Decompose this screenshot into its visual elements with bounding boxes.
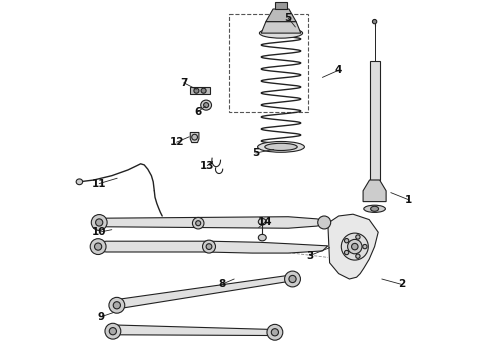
Polygon shape (369, 61, 380, 180)
Circle shape (267, 324, 283, 340)
Polygon shape (99, 217, 328, 228)
Text: 10: 10 (92, 227, 106, 237)
Circle shape (372, 19, 377, 24)
Text: 5: 5 (252, 148, 259, 158)
Circle shape (318, 216, 331, 229)
Ellipse shape (259, 28, 303, 38)
Text: 2: 2 (398, 279, 405, 289)
Ellipse shape (347, 239, 362, 254)
Circle shape (201, 88, 206, 93)
Polygon shape (274, 2, 288, 9)
Polygon shape (108, 325, 279, 336)
Circle shape (109, 297, 125, 313)
Circle shape (105, 323, 121, 339)
Circle shape (91, 215, 107, 230)
Circle shape (344, 250, 349, 255)
Polygon shape (112, 275, 297, 308)
Ellipse shape (370, 206, 379, 211)
Polygon shape (328, 214, 378, 279)
Circle shape (271, 329, 278, 336)
Polygon shape (190, 132, 199, 143)
Polygon shape (98, 241, 328, 253)
Circle shape (363, 244, 367, 249)
Circle shape (90, 239, 106, 255)
Ellipse shape (258, 141, 304, 152)
Circle shape (289, 275, 296, 283)
Text: 9: 9 (98, 312, 104, 322)
Ellipse shape (76, 179, 83, 185)
Polygon shape (266, 9, 296, 22)
Polygon shape (190, 87, 210, 94)
Ellipse shape (201, 100, 212, 110)
Ellipse shape (258, 219, 266, 225)
Text: 3: 3 (306, 251, 314, 261)
Circle shape (193, 217, 204, 229)
Text: 6: 6 (195, 107, 202, 117)
Polygon shape (363, 180, 386, 202)
Ellipse shape (265, 143, 297, 150)
Circle shape (109, 328, 117, 335)
Text: 11: 11 (92, 179, 106, 189)
Circle shape (356, 235, 360, 239)
Circle shape (196, 221, 201, 226)
Text: 14: 14 (257, 217, 272, 228)
Circle shape (202, 240, 216, 253)
Ellipse shape (204, 103, 209, 108)
Polygon shape (261, 22, 301, 33)
Circle shape (285, 271, 300, 287)
Circle shape (194, 88, 199, 93)
Text: 12: 12 (170, 137, 184, 147)
Circle shape (113, 302, 121, 309)
Text: 4: 4 (335, 65, 343, 75)
Bar (229, 14, 308, 112)
Text: 13: 13 (200, 161, 215, 171)
Ellipse shape (342, 233, 368, 260)
Circle shape (95, 243, 102, 250)
Circle shape (344, 239, 349, 243)
Text: 5: 5 (285, 13, 292, 23)
Ellipse shape (258, 234, 266, 241)
Circle shape (96, 219, 103, 226)
Text: 7: 7 (180, 78, 188, 88)
Ellipse shape (351, 243, 358, 250)
Ellipse shape (364, 205, 386, 212)
Text: 8: 8 (218, 279, 225, 289)
Circle shape (206, 244, 212, 249)
Circle shape (356, 254, 360, 258)
Text: 1: 1 (405, 195, 413, 205)
Circle shape (192, 134, 197, 140)
